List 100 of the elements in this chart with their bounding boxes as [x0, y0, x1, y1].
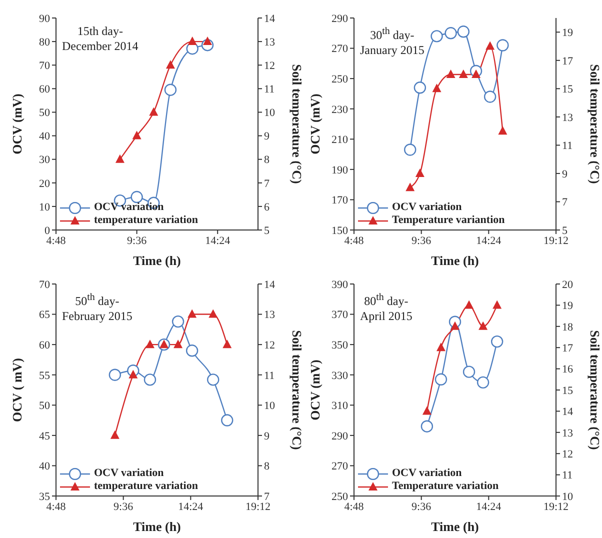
point: [492, 300, 502, 309]
point: [208, 309, 218, 318]
y2-axis-title: Soil temperature (°C): [289, 64, 304, 184]
y2-tick-label: 5: [264, 224, 270, 237]
legend-label: OCV variation: [392, 467, 462, 480]
point: [478, 321, 488, 330]
y2-tick-label: 10: [264, 400, 276, 412]
y-tick-label: 330: [332, 370, 348, 382]
legend-label: temperature variation: [94, 480, 198, 493]
y2-tick-label: 18: [562, 321, 574, 334]
point: [174, 340, 183, 348]
y2-tick-label: 15: [562, 84, 574, 96]
legend-label: Temperature variation: [392, 480, 499, 493]
y-tick-label: 50: [39, 400, 50, 412]
y-tick-label: 310: [332, 400, 348, 412]
x-tick-label: 9:36: [127, 234, 148, 247]
y-tick-label: 250: [332, 73, 348, 86]
point: [186, 344, 198, 357]
point: [446, 70, 456, 78]
y2-tick-label: 13: [264, 36, 276, 48]
point: [444, 27, 457, 40]
y2-tick-label: 8: [264, 460, 270, 473]
point: [464, 300, 474, 309]
point: [172, 315, 184, 328]
x-tick-label: 4:48: [46, 500, 66, 513]
point: [458, 70, 468, 78]
y-tick-label: 50: [39, 107, 50, 120]
y2-tick-label: 7: [264, 490, 270, 503]
x-axis-title: Time (h): [133, 519, 181, 534]
x-axis-title: Time (h): [431, 519, 479, 534]
point: [145, 340, 154, 348]
point: [486, 41, 495, 50]
legend-label: OCV variation: [392, 201, 462, 214]
y2-tick-label: 20: [562, 278, 574, 291]
y-tick-label: 290: [332, 12, 348, 25]
annotation: 15th day- December 2014: [62, 24, 138, 54]
point: [115, 154, 124, 163]
point: [144, 374, 156, 386]
y-tick-label: 150: [332, 224, 348, 237]
y-tick-label: 250: [332, 490, 348, 503]
y2-tick-label: 13: [562, 112, 574, 124]
point: [149, 107, 158, 116]
annotation: 30$^{th}$ day- January 2015: [360, 25, 424, 58]
y-tick-label: 370: [332, 309, 348, 322]
y-tick-label: 60: [39, 339, 50, 352]
y2-axis-title: Soil temperature (°C): [289, 330, 304, 450]
point: [221, 414, 234, 426]
y2-tick-label: 12: [264, 60, 275, 72]
y-tick-label: 270: [332, 43, 348, 56]
y-tick-label: 230: [332, 104, 348, 116]
point: [457, 26, 470, 38]
legend-label: OCV variation: [94, 467, 164, 480]
point: [128, 370, 138, 378]
y2-tick-label: 19: [562, 300, 574, 312]
point: [188, 36, 197, 46]
point: [207, 374, 220, 386]
y-tick-label: 60: [39, 84, 50, 96]
point: [434, 373, 448, 386]
y2-tick-label: 5: [562, 224, 568, 237]
y2-tick-label: 6: [264, 201, 270, 214]
y-tick-label: 35: [39, 490, 50, 503]
y-tick-label: 0: [44, 224, 50, 237]
point: [108, 368, 122, 381]
y2-tick-label: 17: [562, 55, 574, 68]
y2-tick-label: 8: [264, 154, 270, 166]
y-tick-label: 270: [332, 460, 348, 473]
point: [110, 430, 120, 439]
y-tick-label: 80: [39, 36, 50, 48]
y2-tick-label: 10: [264, 107, 276, 120]
y2-tick-label: 14: [562, 406, 574, 418]
y-tick-label: 40: [39, 130, 50, 143]
y-tick-label: 55: [39, 370, 50, 382]
point: [422, 406, 432, 415]
point: [188, 309, 197, 318]
x-tick-label: 4:48: [344, 500, 364, 513]
y2-tick-label: 11: [562, 470, 573, 482]
y-tick-label: 10: [39, 201, 50, 214]
x-tick-label: 14:24: [205, 234, 231, 247]
y2-tick-label: 19: [562, 27, 574, 40]
y-tick-label: 20: [39, 178, 50, 190]
point: [166, 60, 175, 69]
legend-label: Temperature variantion: [392, 214, 505, 227]
point: [130, 190, 143, 204]
point: [414, 82, 426, 94]
point: [496, 39, 509, 52]
y2-tick-label: 9: [562, 168, 568, 180]
x-tick-label: 9:36: [412, 500, 432, 513]
y2-axis-title: Soil temperature (°C): [587, 330, 602, 450]
y2-tick-label: 17: [562, 342, 574, 355]
point: [436, 342, 446, 352]
y-tick-label: 30: [39, 154, 50, 166]
point: [490, 335, 504, 348]
point: [132, 130, 142, 140]
y2-tick-label: 12: [264, 339, 275, 352]
y2-tick-label: 11: [264, 84, 275, 96]
x-tick-label: 14:24: [476, 500, 502, 513]
y-tick-label: 290: [332, 430, 348, 442]
point: [476, 376, 490, 389]
x-tick-label: 14:24: [178, 500, 204, 513]
point: [404, 144, 416, 156]
